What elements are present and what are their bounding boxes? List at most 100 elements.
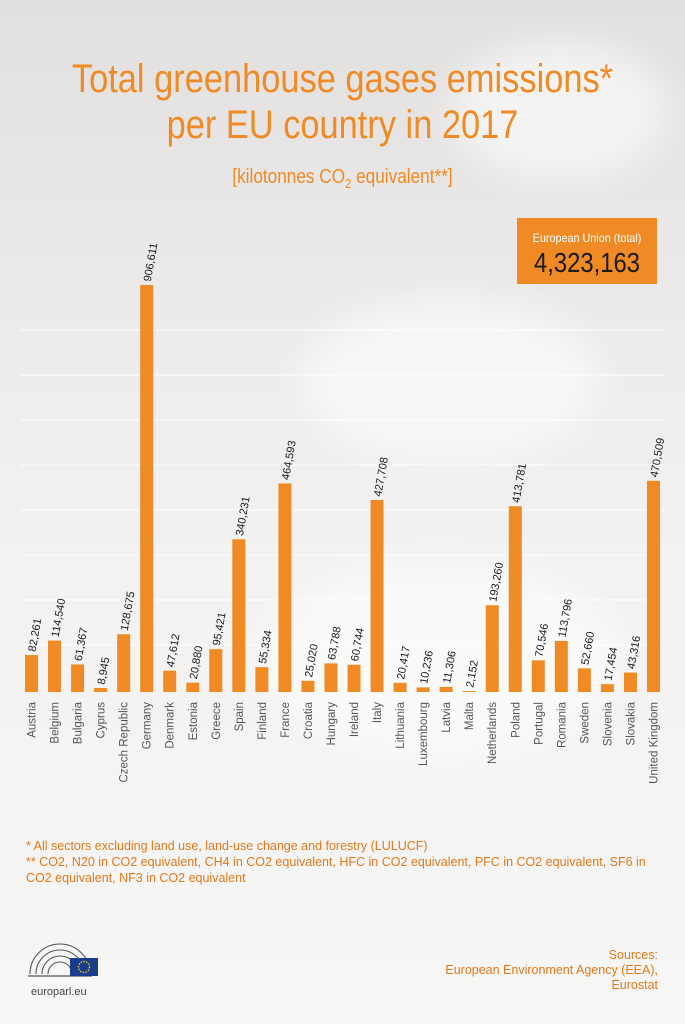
bar [439, 686, 453, 692]
sources-heading: Sources: [608, 948, 658, 962]
tick-label: Denmark [165, 702, 177, 749]
bar [186, 682, 200, 692]
tick-label: Ireland [349, 702, 361, 737]
tick-label: Greece [211, 702, 223, 740]
bar [370, 499, 384, 692]
tick-label: Finland [257, 702, 269, 740]
tick-label: Estonia [188, 701, 200, 740]
tick-label: Croatia [303, 701, 315, 739]
sources-line-1: European Environment Agency (EEA), [445, 963, 658, 977]
data-label: 70,546 [533, 623, 551, 658]
tick-label: Bulgaria [73, 701, 85, 744]
bar [462, 691, 476, 692]
tick-label: Czech Republic [119, 702, 131, 783]
data-label: 8,945 [96, 656, 113, 685]
bar [278, 483, 292, 692]
data-label: 55,334 [257, 629, 275, 664]
data-label: 20,417 [395, 645, 413, 680]
data-label: 63,788 [326, 626, 344, 661]
bar [531, 660, 545, 692]
bar [393, 682, 407, 692]
data-label: 52,660 [580, 631, 598, 666]
data-label: 43,316 [626, 635, 644, 670]
data-label: 470,509 [649, 437, 668, 478]
tick-label: Slovakia [625, 701, 637, 745]
data-label: 60,744 [349, 627, 367, 662]
bar [140, 285, 154, 692]
data-label: 413,781 [510, 463, 529, 504]
bar [117, 634, 131, 692]
eu-total-label: European Union (total) [532, 231, 642, 245]
bar [209, 649, 223, 692]
tick-label: Slovenia [602, 701, 614, 746]
tick-label: United Kingdom [648, 702, 660, 784]
tick-label: Luxembourg [418, 702, 430, 766]
data-label: 82,261 [27, 617, 45, 652]
data-label: 25,020 [303, 643, 321, 678]
title-line-1: Total greenhouse gases emissions* [71, 57, 614, 101]
footnote-2: ** CO2, N20 in CO2 equivalent, CH4 in CO… [26, 855, 646, 885]
data-label: 114,540 [50, 598, 69, 638]
tick-label: Belgium [50, 702, 62, 744]
bar [485, 605, 499, 692]
data-label: 61,367 [73, 627, 91, 662]
tick-label: Lithuania [395, 701, 407, 748]
tick-label: Hungary [326, 702, 338, 746]
chart-subtitle: [kilotonnes CO2 equivalent**] [48, 166, 637, 191]
data-label: 340,231 [234, 496, 253, 537]
eu-total-box: European Union (total) 4,323,163 [517, 218, 657, 284]
tick-label: Spain [234, 702, 246, 731]
data-label: 193,260 [487, 562, 506, 603]
subtitle-prefix: [kilotonnes CO [232, 166, 346, 188]
data-label: 128,675 [119, 591, 138, 632]
data-label: 2,152 [464, 659, 481, 688]
subtitle-suffix: equivalent**] [351, 166, 453, 188]
data-label: 17,454 [603, 646, 621, 681]
title-line-2: per EU country in 2017 [166, 103, 519, 147]
data-label: 95,421 [211, 611, 229, 646]
tick-label: Poland [510, 702, 522, 738]
bar [163, 670, 177, 692]
tick-label: Sweden [579, 702, 591, 744]
sources-block: Sources: European Environment Agency (EE… [445, 948, 658, 993]
bar [577, 668, 591, 692]
data-label: 10,236 [418, 650, 436, 685]
bar [508, 506, 522, 692]
eu-total-value: 4,323,163 [534, 247, 640, 278]
bar [554, 640, 568, 692]
tick-label: Romania [556, 701, 568, 748]
tick-label: Germany [142, 702, 154, 750]
data-label: 20,880 [188, 645, 206, 680]
bar [25, 655, 39, 692]
bar-chart: 82,261 Austria 114,540 Belgium 61,367 Bulgari… [25, 242, 668, 784]
data-label: 11,306 [441, 650, 459, 684]
bar [301, 680, 315, 692]
data-label: 47,612 [165, 633, 183, 668]
bar [255, 667, 269, 692]
sources-line-2: Eurostat [611, 978, 658, 992]
bar [646, 480, 660, 692]
data-label: 427,708 [372, 456, 391, 497]
site-url: europarl.eu [31, 986, 87, 998]
subtitle-subscript: 2 [345, 176, 352, 191]
bar [232, 539, 246, 692]
european-parliament-logo [26, 938, 104, 987]
tick-label: Austria [27, 701, 39, 737]
footnote-1: * All sectors excluding land use, land-u… [26, 839, 428, 853]
bar [347, 664, 361, 692]
data-label: 464,593 [280, 440, 299, 481]
data-label: 906,611 [142, 242, 161, 282]
tick-label: Netherlands [487, 702, 499, 764]
tick-label: France [280, 702, 292, 738]
tick-label: Latvia [441, 701, 453, 732]
bar [416, 687, 430, 692]
bar [71, 664, 85, 692]
bar [48, 640, 62, 692]
tick-label: Italy [372, 702, 384, 723]
bar [600, 684, 614, 692]
cloud-decoration [450, 40, 670, 180]
tick-label: Portugal [533, 702, 545, 745]
data-label: 113,796 [556, 598, 575, 638]
tick-label: Malta [464, 701, 476, 730]
bar [324, 663, 338, 692]
